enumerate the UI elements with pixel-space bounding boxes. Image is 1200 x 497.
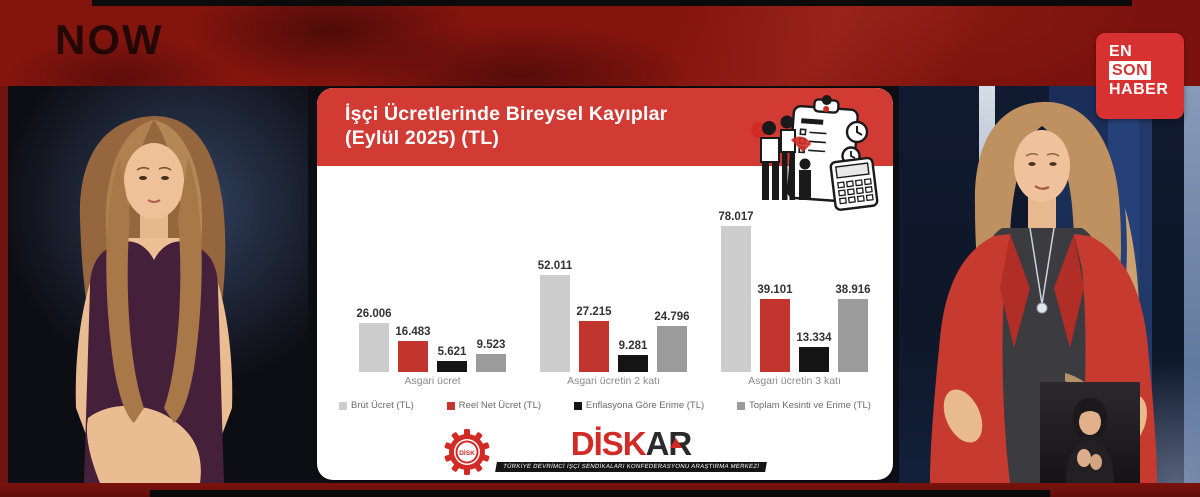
- legend-label: Enflasyona Göre Erime (TL): [585, 400, 705, 411]
- bar-value-label: 9.281: [618, 340, 648, 352]
- sign-language-interpreter: [1040, 382, 1140, 483]
- bar-column: 38.916: [835, 284, 871, 372]
- bar-column: 27.215: [576, 306, 612, 372]
- bar: [618, 355, 648, 372]
- chart-legend: Brüt Ücret (TL) Reel Net Ücret (TL) Enflas…: [333, 400, 877, 411]
- interpreter-silhouette: [1066, 398, 1114, 483]
- category-labels: Asgari ücret Asgari ücretin 2 katı Asgari …: [333, 375, 877, 387]
- bar-column: 9.281: [618, 340, 648, 372]
- bar-value-label: 26.006: [356, 308, 392, 320]
- bar-value-label: 5.621: [437, 346, 467, 358]
- bar-value-label: 38.916: [835, 284, 871, 296]
- legend-swatch: [446, 401, 455, 410]
- bar-column: 78.017: [718, 211, 754, 372]
- bar-column: 24.796: [654, 311, 690, 372]
- bar: [838, 299, 868, 372]
- bar-value-label: 13.334: [796, 332, 832, 344]
- legend-item: Enflasyona Göre Erime (TL): [573, 400, 705, 411]
- bar-value-label: 52.011: [537, 260, 573, 272]
- legend-item: Reel Net Ücret (TL): [446, 400, 542, 411]
- top-edge-line: [92, 0, 1132, 6]
- left-frame-edge: [0, 86, 8, 483]
- news-anchor: [75, 116, 233, 483]
- bar-column: 39.101: [757, 284, 793, 372]
- legend-item: Brüt Ücret (TL): [339, 400, 414, 411]
- legend-label: Brüt Ücret (TL): [351, 400, 414, 411]
- ensonhaber-line3: HABER: [1109, 81, 1169, 98]
- bar-column: 52.011: [537, 260, 573, 372]
- bar-value-label: 78.017: [718, 211, 754, 223]
- bar-group: 26.006 16.483 5.621 9.523: [356, 308, 506, 372]
- bar-column: 9.523: [476, 339, 506, 372]
- bar: [359, 323, 389, 372]
- category-label: Asgari ücret: [404, 375, 461, 387]
- category-label: Asgari ücretin 3 katı: [748, 375, 841, 387]
- bottom-ticker-bar: [150, 490, 1050, 497]
- bar-group: 52.011 27.215 9.281 24.796: [537, 260, 690, 372]
- svg-text:DİSK: DİSK: [459, 449, 475, 457]
- studio-edge-column: [1184, 86, 1200, 483]
- chart-title-line1: İşçi Ücretlerinde Bireysel Kayıplar: [345, 103, 668, 125]
- bar-value-label: 27.215: [576, 306, 612, 318]
- anchor-video-panel: [0, 86, 308, 483]
- bar: [799, 347, 829, 372]
- legend-label: Reel Net Ücret (TL): [458, 400, 542, 411]
- ensonhaber-line2: SON: [1109, 61, 1152, 80]
- legend-swatch: [339, 401, 347, 410]
- bar-value-label: 9.523: [476, 339, 506, 351]
- bar-value-label: 39.101: [757, 284, 793, 296]
- bar: [721, 226, 751, 372]
- bar: [579, 321, 609, 372]
- legend-label: Toplam Kesinti ve Erime (TL): [749, 400, 871, 411]
- infographic-card: İşçi Ücretlerinde Bireysel Kayıplar (Eyl…: [317, 88, 893, 480]
- finance-illustration: [751, 94, 879, 211]
- category-label: Asgari ücretin 2 katı: [567, 375, 660, 387]
- diskar-wordmark-ar: AR: [645, 425, 693, 462]
- bar: [760, 299, 790, 372]
- diskar-logo: DİSK DİSKAR TÜRKİYE DEVRİMCİ İŞÇİ SENDİK…: [317, 427, 893, 475]
- bar-chart: 26.006 16.483 5.621 9.523 52.011 27.215 9.281 2…: [333, 200, 877, 411]
- bar-column: 26.006: [356, 308, 392, 372]
- ensonhaber-watermark: EN SON HABER: [1096, 33, 1184, 119]
- bar: [540, 275, 570, 372]
- legend-swatch: [737, 401, 746, 410]
- bar-value-label: 24.796: [654, 311, 690, 323]
- legend-swatch: [573, 401, 582, 410]
- bar: [476, 354, 506, 372]
- ensonhaber-line1: EN: [1109, 43, 1133, 60]
- bar-groups: 26.006 16.483 5.621 9.523 52.011 27.215 9.281 2…: [333, 200, 877, 372]
- disk-gear-icon: DİSK: [444, 429, 490, 475]
- bar-group: 78.017 39.101 13.334 38.916: [718, 211, 871, 372]
- channel-logo-now: NOW: [55, 16, 164, 63]
- bar: [398, 341, 428, 372]
- bar-column: 16.483: [395, 326, 431, 372]
- chart-title-line2: (Eylül 2025) (TL): [345, 127, 500, 149]
- bar-value-label: 16.483: [395, 326, 431, 338]
- diskar-wordmark-disk: DİSK: [570, 425, 647, 462]
- legend-item: Toplam Kesinti ve Erime (TL): [737, 400, 871, 411]
- bar-column: 5.621: [437, 346, 467, 372]
- bar: [437, 361, 467, 372]
- diskar-tagline: TÜRKİYE DEVRİMCİ İŞÇİ SENDİKALARI KONFED…: [495, 462, 767, 472]
- diskar-wordmark: DİSKAR: [570, 425, 693, 462]
- diskar-a-triangle: [669, 438, 682, 448]
- header-banner: NOW: [0, 0, 1200, 86]
- bar: [657, 326, 687, 372]
- bar-column: 13.334: [796, 332, 832, 372]
- chart-title: İşçi Ücretlerinde Bireysel Kayıplar (Eyl…: [345, 102, 667, 150]
